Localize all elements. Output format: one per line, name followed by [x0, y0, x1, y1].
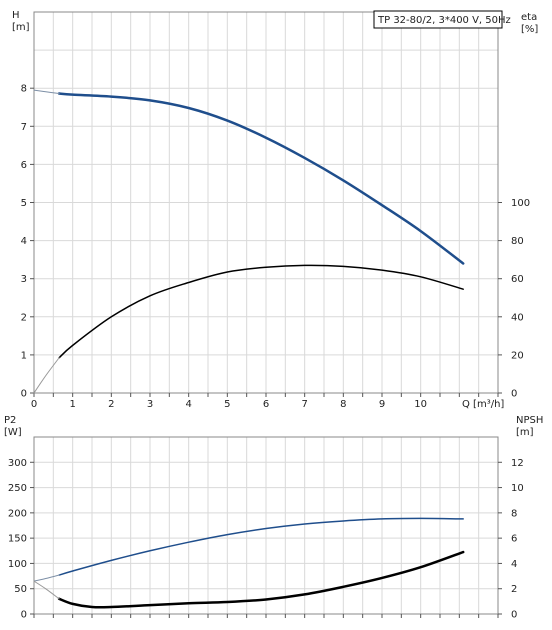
y-right-tick-label: 80: [511, 236, 524, 247]
y-right-tick-label: 0: [511, 389, 517, 400]
y-left-tick-label: 200: [8, 508, 27, 519]
y-left-tick-label: 50: [14, 584, 27, 595]
y-right-tick-label: 40: [511, 312, 524, 323]
y-left-tick-label: 5: [21, 198, 27, 209]
x-tick-label: 1: [69, 399, 75, 410]
y-right-tick-label: 0: [511, 610, 517, 621]
series-curve: [58, 264, 464, 359]
x-tick-label: 6: [263, 399, 269, 410]
y-left-axis-label: [W]: [4, 427, 22, 438]
series-curve: [57, 92, 465, 265]
series-curve: [33, 89, 60, 95]
series-curve: [33, 357, 60, 394]
x-tick-label: 4: [185, 399, 191, 410]
x-tick-label: 5: [224, 399, 230, 410]
y-left-axis-label: P2: [4, 415, 16, 426]
series-curve: [58, 517, 464, 576]
x-axis-label: Q [m³/h]: [462, 399, 504, 410]
y-right-axis-label: NPSH: [516, 415, 543, 426]
legend-text: TP 32-80/2, 3*400 V, 50Hz: [377, 15, 511, 26]
y-left-axis-label: H: [12, 10, 20, 21]
series-curve: [33, 574, 60, 582]
y-left-tick-label: 150: [8, 534, 27, 545]
y-left-tick-label: 8: [21, 84, 27, 95]
y-left-tick-label: 7: [21, 122, 27, 133]
y-left-tick-label: 300: [8, 458, 27, 469]
y-left-tick-label: 250: [8, 483, 27, 494]
y-right-tick-label: 4: [511, 559, 517, 570]
y-left-axis-label: [m]: [12, 22, 30, 33]
y-right-axis-label: [%]: [521, 24, 538, 35]
legend-box: TP 32-80/2, 3*400 V, 50Hz: [373, 10, 511, 29]
x-tick-label: 2: [108, 399, 114, 410]
y-right-axis-label: eta: [521, 12, 537, 23]
y-right-tick-label: 10: [511, 483, 524, 494]
x-tick-label: 8: [340, 399, 346, 410]
y-left-tick-label: 1: [21, 350, 27, 361]
x-tick-label: 7: [301, 399, 307, 410]
y-left-tick-label: 3: [21, 274, 27, 285]
y-right-tick-label: 8: [511, 508, 517, 519]
series-curve: [33, 580, 60, 600]
y-left-tick-label: 0: [21, 389, 27, 400]
y-left-tick-label: 0: [21, 610, 27, 621]
x-tick-label: 10: [414, 399, 427, 410]
x-tick-label: 0: [31, 399, 37, 410]
y-left-tick-label: 100: [8, 559, 27, 570]
y-left-tick-label: 4: [21, 236, 27, 247]
y-right-axis-label: [m]: [516, 427, 534, 438]
x-tick-label: 9: [379, 399, 385, 410]
y-left-tick-label: 2: [21, 312, 27, 323]
y-right-tick-label: 2: [511, 584, 517, 595]
x-tick-label: 3: [147, 399, 153, 410]
bottom-panel: 0 50 100 150 200 250 300 0 2 4 6 8 10 12 P2[W] NPSH[m]: [4, 415, 543, 621]
y-right-tick-label: 20: [511, 350, 524, 361]
y-left-tick-label: 6: [21, 160, 27, 171]
y-right-tick-label: 60: [511, 274, 524, 285]
y-right-tick-label: 6: [511, 534, 517, 545]
y-right-tick-label: 100: [511, 198, 530, 209]
y-right-tick-label: 12: [511, 458, 524, 469]
series-curve: [57, 550, 465, 609]
